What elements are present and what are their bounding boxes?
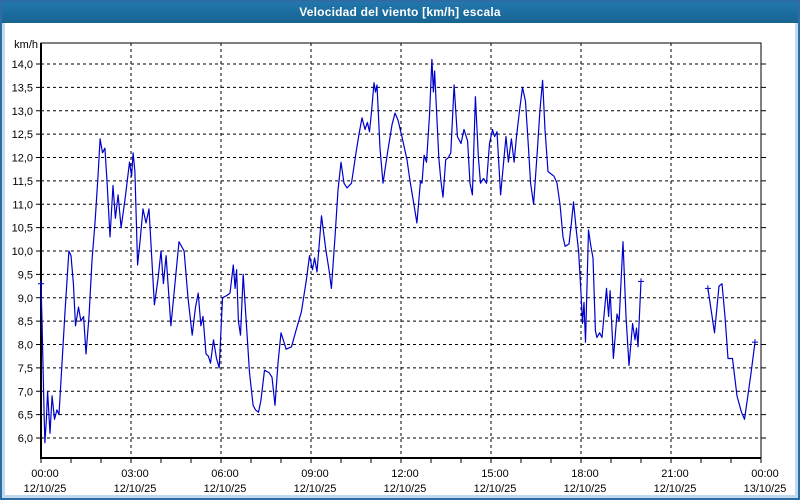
x-tick-time-label: 00:00 — [751, 468, 779, 480]
y-tick-label: 14,0 — [12, 59, 33, 71]
x-tick-date-label: 12/10/25 — [204, 483, 247, 495]
y-tick-label: 9,5 — [18, 269, 33, 281]
y-tick-label: 13,5 — [12, 82, 33, 94]
x-tick-date-label: 12/10/25 — [294, 483, 337, 495]
x-tick-time-label: 18:00 — [571, 468, 599, 480]
x-tick-time-label: 03:00 — [121, 468, 149, 480]
x-tick-time-label: 15:00 — [481, 468, 509, 480]
y-tick-label: 10,0 — [12, 246, 33, 258]
title-bar: Velocidad del viento [km/h] escala — [2, 2, 798, 23]
x-tick-time-label: 09:00 — [301, 468, 329, 480]
x-tick-time-label: 12:00 — [391, 468, 419, 480]
x-tick-time-label: 06:00 — [211, 468, 239, 480]
wind-speed-line — [40, 58, 642, 444]
x-tick-time-label: 00:00 — [31, 468, 59, 480]
y-tick-label: 7,0 — [18, 386, 33, 398]
y-tick-label: 12,0 — [12, 153, 33, 165]
y-tick-label: 9,0 — [18, 293, 33, 305]
x-tick-date-label: 12/10/25 — [24, 483, 67, 495]
y-tick-label: 12,5 — [12, 129, 33, 141]
y-tick-label: 10,5 — [12, 223, 33, 235]
y-tick-label: 8,0 — [18, 340, 33, 352]
y-axis-unit-label: km/h — [14, 39, 38, 51]
y-tick-label: 11,5 — [12, 176, 33, 188]
x-tick-date-label: 12/10/25 — [654, 483, 697, 495]
y-tick-label: 11,0 — [12, 199, 33, 211]
y-tick-label: 6,0 — [18, 433, 33, 445]
y-tick-label: 7,5 — [18, 363, 33, 375]
y-tick-label: 8,5 — [18, 316, 33, 328]
wind-speed-line — [707, 283, 756, 420]
x-tick-date-label: 12/10/25 — [114, 483, 157, 495]
x-tick-date-label: 12/10/25 — [564, 483, 607, 495]
y-tick-label: 6,5 — [18, 410, 33, 422]
x-tick-time-label: 21:00 — [661, 468, 689, 480]
y-tick-label: 13,0 — [12, 106, 33, 118]
x-tick-date-label: 13/10/25 — [744, 483, 787, 495]
x-tick-date-label: 12/10/25 — [384, 483, 427, 495]
x-tick-date-label: 12/10/25 — [474, 483, 517, 495]
